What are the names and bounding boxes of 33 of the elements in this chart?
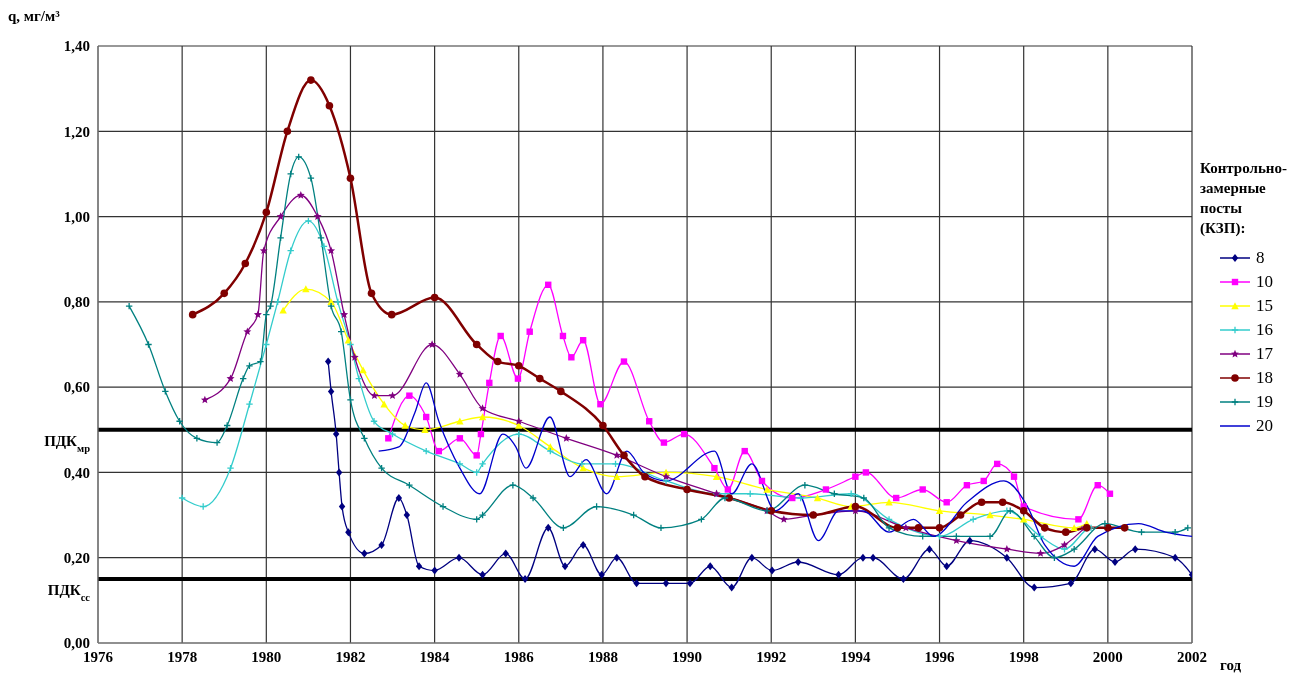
x-tick-label: 1994 [840,648,871,665]
x-tick-label: 1978 [167,648,198,665]
y-tick-label: 0,60 [63,379,90,396]
legend-label: 15 [1256,296,1273,316]
legend-label: 18 [1256,368,1273,388]
x-tick-label: 1982 [335,648,366,665]
x-tick-label: 1998 [1008,648,1039,665]
legend-label: 20 [1256,416,1273,436]
x-axis-title: год [1220,657,1242,674]
y-tick-label: 0,80 [63,294,90,311]
legend-title: Контрольно-замерные посты (КЗП): [1200,159,1288,238]
x-tick-label: 1980 [251,648,282,665]
y-tick-label: 1,40 [63,38,90,55]
legend-label: 8 [1256,248,1265,268]
x-tick-label: 1986 [503,648,535,665]
y-tick-label: 1,20 [63,123,90,140]
legend-label: 16 [1256,320,1273,340]
y-tick-label: 0,40 [63,464,90,481]
y-tick-label: 0,20 [63,550,90,567]
legend-label: 10 [1256,272,1273,292]
x-tick-label: 1988 [587,648,618,665]
legend-label: 17 [1256,344,1273,364]
x-tick-label: 1996 [924,648,956,665]
ref-line-label: ПДК$_{мр}$ [44,432,91,454]
x-tick-label: 2002 [1177,648,1207,665]
y-tick-label: 1,00 [63,208,90,225]
y-axis-title: q, мг/м³ [8,8,60,25]
ref-line-label: ПДК$_{сс}$ [47,582,91,603]
x-tick-label: 1990 [672,648,703,665]
legend-label: 19 [1256,392,1273,412]
x-tick-label: 2000 [1092,648,1123,665]
x-tick-label: 1984 [419,648,451,665]
x-tick-label: 1992 [756,648,787,665]
